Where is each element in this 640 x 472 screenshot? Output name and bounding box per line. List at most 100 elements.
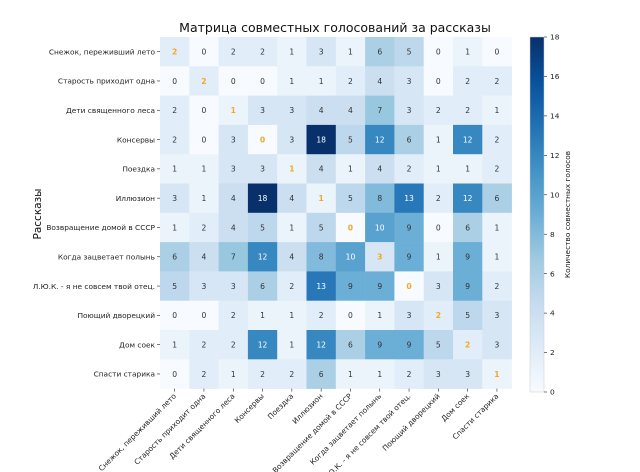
cell-value-label: 4	[348, 106, 353, 115]
heatmap-cell	[365, 271, 395, 301]
cell-value-label: 4	[231, 223, 236, 232]
cell-value-label: 2	[495, 135, 500, 144]
cell-value-label: 3	[407, 311, 412, 320]
y-tick-label: Иллюзион	[116, 194, 155, 203]
cell-value-label: 10	[346, 253, 356, 262]
colorbar: 0 2 4 6 8 10 12 14 16 18 Количество совместных гол…	[529, 33, 572, 397]
y-tick-labels: Снежок, переживший лето Старость приходит…	[33, 47, 160, 379]
cell-value-label: 2	[436, 311, 441, 320]
heatmap-cell	[306, 183, 337, 214]
heatmap-cell	[453, 95, 483, 126]
heatmap-cell	[365, 95, 395, 126]
colorbar-gradient	[529, 36, 545, 393]
heatmap-cell	[189, 183, 219, 214]
heatmap-cell	[189, 359, 219, 389]
heatmap-cell	[306, 300, 337, 331]
cell-value-label: 12	[375, 135, 385, 144]
heatmap-cell	[218, 124, 249, 155]
cell-value-label: 13	[316, 282, 326, 291]
heatmap-cell	[453, 212, 483, 243]
colorbar-tick-label: 4	[550, 309, 555, 318]
heatmap-cell	[482, 212, 512, 243]
heatmap-cell	[423, 330, 454, 360]
cell-value-label: 5	[172, 282, 177, 291]
heatmap-cell	[277, 359, 307, 389]
heatmap-cell	[247, 300, 278, 331]
cell-value-label: 1	[289, 311, 294, 320]
cell-value-label: 1	[377, 370, 382, 379]
heatmap-cell	[394, 242, 424, 272]
colorbar-tick-label: 14	[550, 111, 560, 120]
cell-value-label: 0	[348, 311, 353, 320]
cell-value-label: 7	[231, 253, 236, 262]
heatmap-cell	[394, 330, 424, 360]
heatmap-cell	[453, 37, 483, 67]
heatmap-cell	[453, 242, 483, 272]
y-tick-label: Поездка	[122, 165, 155, 174]
heatmap-cell	[160, 359, 190, 389]
heatmap-cell	[365, 300, 395, 331]
heatmap-cell	[423, 300, 454, 331]
cell-value-label: 6	[407, 135, 412, 144]
cell-value-label: 1	[172, 165, 177, 174]
cell-value-label: 1	[289, 165, 294, 174]
heatmap-cell	[189, 66, 219, 96]
heatmap-cell	[160, 242, 190, 272]
y-tick-label: Поющий дворецкий	[77, 311, 155, 320]
heatmap-cell	[423, 95, 454, 126]
heatmap-cell	[423, 154, 454, 184]
heatmap-cell	[335, 242, 366, 272]
heatmap-cell	[160, 37, 190, 67]
heatmap-cell	[218, 359, 249, 389]
heatmap-cell	[247, 183, 278, 214]
colorbar-tick-label: 16	[550, 72, 560, 81]
cell-value-label: 2	[495, 282, 500, 291]
cell-value-label: 2	[231, 340, 236, 349]
colorbar-label: Количество совместных голосов	[563, 151, 572, 278]
heatmap-cell	[335, 66, 366, 96]
cell-value-label: 8	[377, 194, 382, 203]
cell-value-label: 3	[407, 77, 412, 86]
cell-value-label: 18	[316, 135, 326, 144]
x-tick-label: Поездка	[266, 392, 295, 421]
heatmap-cell	[482, 300, 512, 331]
y-tick-label: Дети священного леса	[66, 106, 155, 115]
heatmap-cell	[335, 95, 366, 126]
cell-value-label: 3	[202, 282, 207, 291]
cell-value-label: 2	[289, 370, 294, 379]
cell-value-label: 0	[172, 77, 177, 86]
cell-value-label: 4	[319, 106, 324, 115]
heatmap-cell	[394, 183, 424, 214]
cell-value-label: 10	[375, 223, 385, 232]
chart-title: Матрица совместных голосований за расска…	[179, 20, 491, 35]
cell-value-label: 2	[436, 106, 441, 115]
heatmap-cell	[423, 242, 454, 272]
heatmap-cell	[218, 242, 249, 272]
heatmap-cell	[394, 212, 424, 243]
heatmap-cell	[453, 359, 483, 389]
heatmap-cell	[160, 183, 190, 214]
cell-value-label: 3	[436, 282, 441, 291]
heatmap-cell	[189, 124, 219, 155]
heatmap-cell	[247, 154, 278, 184]
cell-value-label: 3	[377, 253, 382, 262]
heatmap-cell	[218, 330, 249, 360]
cell-value-label: 2	[319, 311, 324, 320]
cell-value-label: 1	[348, 47, 353, 56]
heatmap-cell	[247, 242, 278, 272]
cell-value-label: 2	[202, 370, 207, 379]
x-tick-label: Консервы	[233, 392, 266, 425]
heatmap-cell	[482, 359, 512, 389]
cell-value-label: 12	[463, 194, 473, 203]
cell-value-label: 3	[231, 165, 236, 174]
cell-value-label: 1	[348, 370, 353, 379]
heatmap-cell	[218, 271, 249, 301]
cell-value-label: 1	[377, 311, 382, 320]
cell-value-label: 1	[495, 106, 500, 115]
heatmap-cell	[394, 37, 424, 67]
y-tick-label: Л.Ю.К. - я не совсем твой отец.	[33, 282, 155, 291]
cell-value-label: 1	[494, 370, 499, 379]
heatmap-cell	[247, 95, 278, 126]
cell-value-label: 12	[258, 253, 268, 262]
heatmap-cell	[423, 359, 454, 389]
